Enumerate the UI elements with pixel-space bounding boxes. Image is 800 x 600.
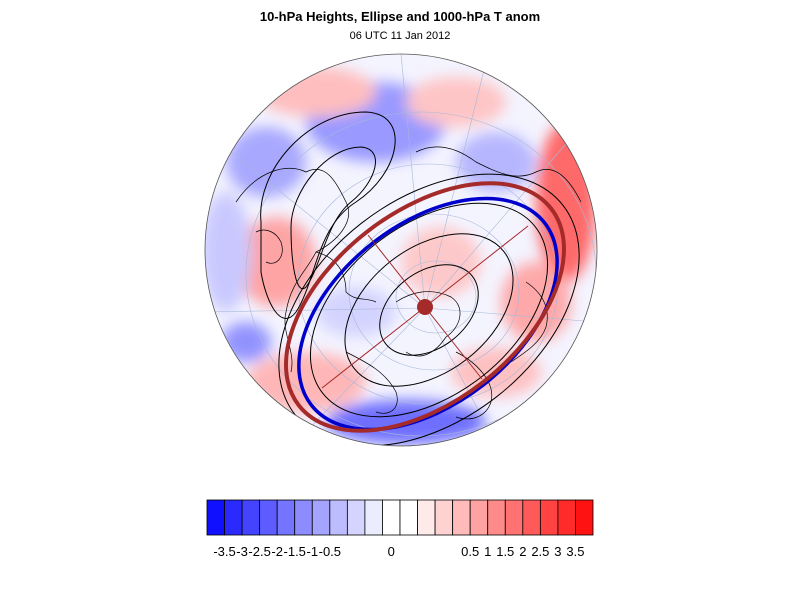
colorbar-tick-label: -1 <box>306 544 318 559</box>
coastlines <box>235 146 582 420</box>
colorbar-box <box>417 499 436 536</box>
plot-title: 10-hPa Heights, Ellipse and 1000-hPa T a… <box>259 9 541 24</box>
colorbar-tick-label: 3.5 <box>566 544 584 559</box>
colorbar-box <box>487 499 506 536</box>
colorbar-box <box>557 499 576 536</box>
colorbar-labels: -3.5 -3 -2.5 -2 -1.5 -1 -0.5 0 0.5 1 1.5 2 2.5 3 3.5 <box>213 544 584 559</box>
colorbar-tick-label: 2 <box>519 544 526 559</box>
colorbar-tick-label: -3.5 <box>213 544 235 559</box>
colorbar-box <box>224 499 243 536</box>
colorbar-tick-label: 0 <box>388 544 395 559</box>
highlighted-contour <box>297 196 559 432</box>
colorbar-box <box>294 499 313 536</box>
colorbar-tick-label: -1.5 <box>284 544 306 559</box>
polar-map <box>204 53 598 447</box>
colorbar-tick-label: -0.5 <box>319 544 341 559</box>
colorbar-box <box>364 499 383 536</box>
vortex-ellipse <box>284 181 566 433</box>
colorbar-tick-label: -2 <box>271 544 283 559</box>
colorbar-tick-label: 2.5 <box>531 544 549 559</box>
colorbar-tick-label: -2.5 <box>248 544 270 559</box>
globe-outline <box>204 53 598 447</box>
colorbar-box <box>434 499 454 536</box>
plot-subtitle: 06 UTC 11 Jan 2012 <box>349 30 451 42</box>
colorbar-tick-label: 0.5 <box>461 544 479 559</box>
colorbar-box <box>539 499 559 536</box>
colorbar-boxes <box>206 499 594 536</box>
colorbar-tick-label: 1 <box>484 544 491 559</box>
colorbar-tick-label: -3 <box>236 544 248 559</box>
colorbar-tick-label: 3 <box>554 544 561 559</box>
colorbar: -3.5 -3 -2.5 -2 -1.5 -1 -0.5 0 0.5 1 1.5 2 2.5 3 3.5 <box>206 499 594 559</box>
colorbar-box <box>311 499 331 536</box>
colorbar-box <box>469 499 489 536</box>
colorbar-box <box>522 499 541 536</box>
colorbar-box <box>575 499 594 536</box>
colorbar-box <box>241 499 261 536</box>
colorbar-box <box>259 499 278 536</box>
colorbar-box <box>504 499 524 536</box>
colorbar-tick-label: 1.5 <box>496 544 514 559</box>
colorbar-box <box>276 499 296 536</box>
colorbar-box <box>206 499 225 536</box>
colorbar-box <box>452 499 471 536</box>
colorbar-box <box>399 499 418 536</box>
colorbar-box <box>382 499 401 536</box>
colorbar-box <box>329 499 348 536</box>
colorbar-box <box>346 499 366 536</box>
